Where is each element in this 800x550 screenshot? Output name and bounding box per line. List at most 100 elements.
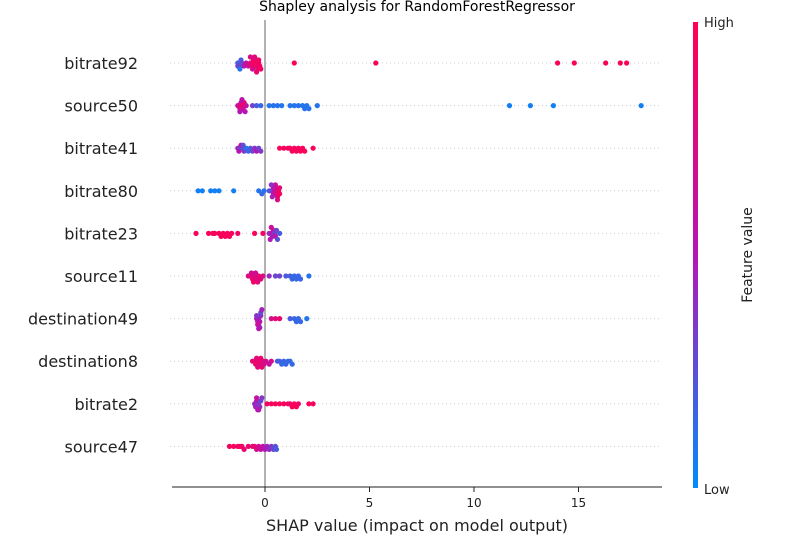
data-point	[237, 109, 243, 115]
data-point	[272, 316, 278, 322]
data-point	[247, 54, 253, 60]
data-point	[261, 188, 267, 194]
data-point	[268, 182, 274, 188]
data-point	[603, 60, 609, 66]
data-point	[638, 103, 644, 109]
data-point	[302, 148, 308, 154]
data-point	[212, 188, 218, 194]
data-point	[373, 60, 379, 66]
data-point	[258, 148, 264, 154]
data-point	[268, 224, 274, 230]
data-point	[527, 103, 534, 109]
data-point	[254, 313, 260, 319]
data-point	[248, 270, 254, 276]
data-point	[237, 66, 243, 72]
data-point	[229, 230, 235, 236]
feature-label: destination8	[38, 352, 138, 371]
data-point	[295, 401, 301, 407]
data-point	[272, 273, 278, 279]
data-point	[254, 69, 260, 75]
data-point	[277, 191, 283, 197]
data-point	[506, 103, 513, 109]
data-point	[289, 361, 295, 367]
feature-label: source50	[65, 97, 139, 116]
data-point	[277, 230, 283, 236]
data-point	[277, 316, 283, 322]
data-point	[253, 270, 259, 276]
feature-label: bitrate23	[64, 224, 138, 243]
x-axis-ticks: 0 5 10 15	[261, 487, 586, 510]
colorbar-label: Feature value	[740, 207, 756, 303]
data-point	[297, 276, 304, 282]
data-point	[624, 60, 630, 66]
data-point	[281, 145, 287, 151]
data-point	[242, 109, 248, 115]
feature-label: bitrate41	[64, 139, 138, 158]
data-point	[259, 395, 265, 401]
feature-label: bitrate92	[64, 54, 138, 73]
data-point	[259, 307, 265, 313]
data-point	[267, 236, 273, 242]
data-point	[195, 188, 201, 194]
data-point	[273, 446, 280, 452]
data-point	[258, 103, 264, 109]
x-tick-label: 10	[466, 496, 481, 510]
data-point	[252, 230, 258, 236]
data-point	[281, 401, 287, 407]
data-point	[291, 103, 297, 109]
data-point	[266, 103, 272, 109]
data-point	[277, 145, 283, 151]
data-point	[555, 60, 561, 66]
data-point	[277, 273, 283, 279]
data-point	[287, 316, 293, 322]
data-point	[274, 103, 281, 109]
data-point	[291, 60, 297, 66]
data-point	[274, 197, 281, 203]
feature-label: source11	[65, 267, 139, 286]
data-point	[310, 401, 316, 407]
data-point	[306, 273, 312, 279]
data-point	[212, 230, 218, 236]
data-point	[268, 358, 274, 364]
data-point	[260, 230, 266, 236]
data-point	[264, 401, 270, 407]
data-point	[277, 401, 283, 407]
data-point	[310, 145, 316, 151]
data-point	[550, 103, 557, 109]
data-point	[272, 401, 278, 407]
data-point	[199, 188, 205, 194]
data-point	[306, 401, 312, 407]
x-tick-label: 15	[571, 496, 586, 510]
data-point	[193, 230, 199, 236]
data-point	[269, 194, 275, 200]
data-point	[239, 97, 245, 103]
chart-title: Shapley analysis for RandomForestRegress…	[259, 0, 575, 15]
data-point	[277, 185, 283, 191]
x-axis-label: SHAP value (impact on model output)	[266, 516, 568, 535]
data-point	[254, 103, 260, 109]
data-point	[231, 443, 237, 449]
data-point	[250, 279, 257, 285]
data-point	[304, 316, 310, 322]
feature-label: bitrate2	[74, 395, 138, 414]
data-point	[245, 443, 251, 449]
data-point	[231, 188, 237, 194]
colorbar	[693, 22, 698, 488]
data-point	[235, 230, 241, 236]
data-point	[295, 103, 301, 109]
data-point	[297, 319, 304, 325]
x-tick-label: 0	[261, 496, 269, 510]
data-point	[256, 57, 262, 63]
data-point	[252, 54, 258, 60]
data-point	[206, 230, 212, 236]
feature-label: bitrate80	[64, 182, 138, 201]
data-point	[256, 326, 262, 332]
data-points	[193, 54, 644, 452]
data-point	[314, 103, 320, 109]
data-point	[216, 188, 222, 194]
data-point	[249, 66, 256, 72]
data-point	[617, 60, 623, 66]
data-point	[226, 443, 233, 449]
data-point	[571, 60, 577, 66]
